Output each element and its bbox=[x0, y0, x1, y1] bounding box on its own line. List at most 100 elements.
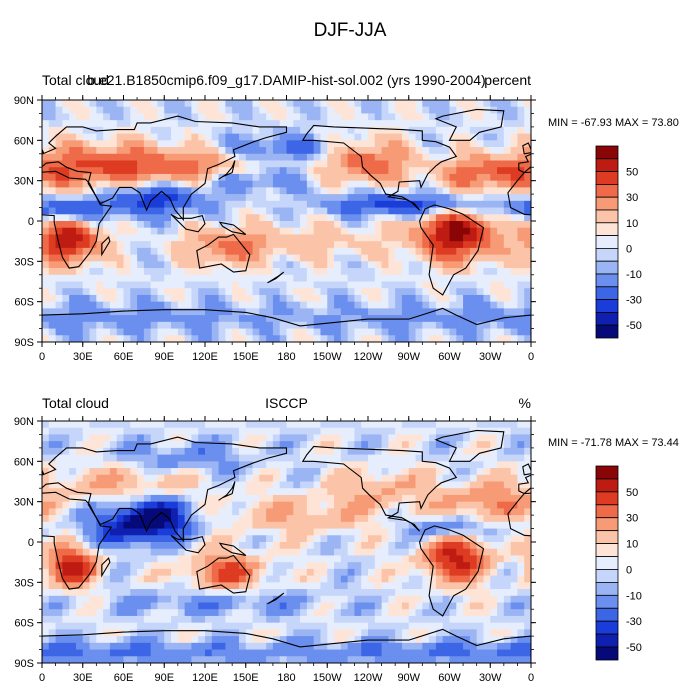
heatmap-cell bbox=[184, 301, 193, 309]
heatmap-cell bbox=[497, 589, 505, 597]
heatmap-cell bbox=[388, 434, 396, 442]
heatmap-cell bbox=[48, 301, 57, 309]
heatmap-cell bbox=[517, 434, 525, 442]
heatmap-cell bbox=[157, 602, 165, 610]
heatmap-cell bbox=[361, 227, 369, 236]
heatmap-cell bbox=[524, 575, 531, 583]
heatmap-cell bbox=[300, 508, 308, 516]
heatmap-cell bbox=[252, 441, 260, 449]
heatmap-cell bbox=[266, 147, 274, 155]
heatmap-cell bbox=[483, 308, 491, 316]
heatmap-cell bbox=[435, 609, 444, 617]
heatmap-cell bbox=[306, 542, 315, 550]
heatmap-cell bbox=[517, 200, 525, 209]
heatmap-cell bbox=[490, 615, 498, 624]
heatmap-cell bbox=[306, 234, 315, 242]
heatmap-cell bbox=[286, 421, 294, 429]
heatmap-cell bbox=[116, 501, 125, 509]
heatmap-cell bbox=[198, 100, 206, 108]
heatmap-cell bbox=[232, 421, 240, 429]
heatmap-cell bbox=[143, 421, 152, 429]
heatmap-cell bbox=[238, 542, 247, 550]
heatmap-cell bbox=[55, 521, 63, 530]
heatmap-cell bbox=[463, 227, 471, 236]
heatmap-cell bbox=[354, 254, 362, 262]
heatmap-cell bbox=[103, 140, 111, 148]
heatmap-cell bbox=[408, 200, 417, 209]
heatmap-cell bbox=[82, 589, 91, 597]
heatmap-cell bbox=[497, 528, 505, 536]
heatmap-cell bbox=[143, 147, 152, 155]
heatmap-cell bbox=[184, 113, 193, 121]
heatmap-cell bbox=[395, 488, 403, 496]
heatmap-cell bbox=[123, 214, 131, 222]
heatmap-cell bbox=[245, 441, 254, 449]
heatmap-cell bbox=[150, 187, 159, 195]
heatmap-cell bbox=[490, 160, 498, 168]
heatmap-cell bbox=[374, 261, 383, 269]
heatmap-cell bbox=[347, 194, 356, 202]
heatmap-cell bbox=[429, 575, 437, 583]
heatmap-cell bbox=[422, 113, 430, 121]
heatmap-cell bbox=[368, 207, 376, 215]
heatmap-cell bbox=[157, 548, 165, 557]
heatmap-cell bbox=[89, 335, 97, 342]
heatmap-cell bbox=[327, 501, 335, 509]
heatmap-cell bbox=[123, 328, 131, 336]
heatmap-cell bbox=[469, 521, 478, 530]
heatmap-cell bbox=[109, 133, 118, 141]
heatmap-cell bbox=[42, 106, 50, 115]
heatmap-cell bbox=[48, 120, 57, 128]
heatmap-cell bbox=[490, 200, 498, 209]
heatmap-cell bbox=[143, 126, 152, 135]
heatmap-cell bbox=[205, 568, 213, 577]
heatmap-cell bbox=[381, 508, 389, 516]
heatmap-cell bbox=[435, 468, 444, 476]
heatmap-cell bbox=[449, 106, 457, 115]
heatmap-cell bbox=[116, 582, 125, 590]
heatmap-cell bbox=[89, 321, 97, 330]
heatmap-cell bbox=[109, 126, 118, 135]
heatmap-cell bbox=[442, 167, 451, 175]
heatmap-cell bbox=[354, 180, 362, 188]
heatmap-cell bbox=[381, 447, 389, 456]
heatmap-cell bbox=[89, 535, 97, 543]
heatmap-cell bbox=[293, 227, 301, 236]
heatmap-cell bbox=[109, 214, 118, 222]
heatmap-cell bbox=[177, 609, 186, 617]
heatmap-cell bbox=[109, 508, 118, 516]
heatmap-cell bbox=[286, 615, 294, 624]
heatmap-cell bbox=[69, 268, 77, 276]
heatmap-cell bbox=[306, 180, 315, 188]
heatmap-cell bbox=[130, 508, 138, 516]
heatmap-cell bbox=[150, 609, 159, 617]
heatmap-cell bbox=[171, 301, 179, 309]
heatmap-cell bbox=[401, 468, 410, 476]
heatmap-cell bbox=[354, 542, 362, 550]
heatmap-cell bbox=[374, 133, 383, 141]
heatmap-cell bbox=[272, 468, 281, 476]
heatmap-cell bbox=[517, 288, 525, 296]
heatmap-cell bbox=[225, 595, 233, 604]
colorbar-swatch bbox=[595, 145, 619, 160]
heatmap-cell bbox=[476, 421, 485, 429]
heatmap-cell bbox=[449, 528, 457, 536]
heatmap-cell bbox=[48, 268, 57, 276]
heatmap-cell bbox=[82, 301, 91, 309]
heatmap-cell bbox=[463, 234, 471, 242]
colorbar-swatch bbox=[595, 311, 619, 326]
heatmap-cell bbox=[123, 488, 131, 496]
heatmap-cell bbox=[252, 153, 260, 162]
heatmap-cell bbox=[123, 194, 131, 202]
heatmap-cell bbox=[225, 160, 233, 168]
panel1-map: 0 30E 60E 90E 120E 150E 180 150W 120W 90W 60W 30W 09… bbox=[14, 72, 679, 363]
heatmap-cell bbox=[442, 441, 451, 449]
heatmap-cell bbox=[442, 508, 451, 516]
heatmap-cell bbox=[381, 126, 389, 135]
heatmap-cell bbox=[82, 548, 91, 557]
heatmap-cell bbox=[69, 160, 77, 168]
heatmap-cell bbox=[429, 268, 437, 276]
heatmap-cell bbox=[469, 568, 478, 577]
heatmap-cell bbox=[82, 261, 91, 269]
heatmap-cell bbox=[42, 241, 50, 249]
